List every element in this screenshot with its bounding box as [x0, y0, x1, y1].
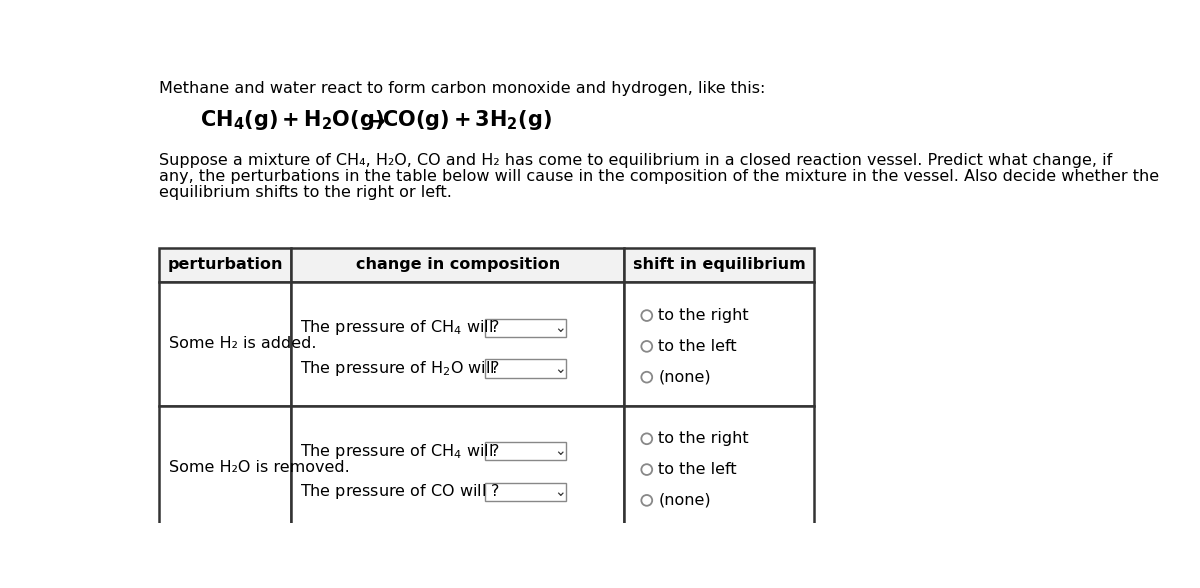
- Text: Some H₂O is removed.: Some H₂O is removed.: [168, 460, 349, 475]
- Text: $\mathbf{CH_4(g)+H_2O(g)}$: $\mathbf{CH_4(g)+H_2O(g)}$: [200, 108, 384, 132]
- Bar: [485, 483, 566, 501]
- Bar: [485, 359, 566, 377]
- Text: ?: ?: [491, 361, 499, 376]
- Bar: [160, 282, 292, 406]
- Text: ?: ?: [491, 443, 499, 459]
- Text: ?: ?: [491, 320, 499, 335]
- Text: change in composition: change in composition: [355, 258, 559, 272]
- Text: $\mathbf{CO(g)+3H_2(g)}$: $\mathbf{CO(g)+3H_2(g)}$: [383, 108, 552, 132]
- Text: shift in equilibrium: shift in equilibrium: [632, 258, 805, 272]
- Bar: [624, 282, 814, 406]
- Bar: [624, 406, 814, 529]
- Text: $\mathbf{\rightarrow}$: $\mathbf{\rightarrow}$: [364, 110, 385, 130]
- Text: ⌄: ⌄: [553, 321, 565, 335]
- Text: ⌄: ⌄: [553, 444, 565, 458]
- Text: to the right: to the right: [659, 431, 749, 446]
- Text: Methane and water react to form carbon monoxide and hydrogen, like this:: Methane and water react to form carbon m…: [160, 81, 766, 96]
- Text: ⌄: ⌄: [553, 362, 565, 376]
- Text: to the left: to the left: [659, 339, 737, 354]
- Text: The pressure of $\mathregular{CO}$ will: The pressure of $\mathregular{CO}$ will: [300, 482, 486, 501]
- Text: The pressure of $\mathregular{CH_4}$ will: The pressure of $\mathregular{CH_4}$ wil…: [300, 318, 493, 338]
- Text: The pressure of $\mathregular{CH_4}$ will: The pressure of $\mathregular{CH_4}$ wil…: [300, 442, 493, 460]
- Bar: [160, 406, 292, 529]
- Text: (none): (none): [659, 370, 712, 385]
- Text: to the left: to the left: [659, 462, 737, 477]
- Text: to the right: to the right: [659, 308, 749, 323]
- Bar: [160, 248, 292, 282]
- Bar: [485, 319, 566, 337]
- Bar: [292, 248, 624, 282]
- Bar: [292, 282, 624, 406]
- Text: perturbation: perturbation: [168, 258, 283, 272]
- Bar: [485, 442, 566, 460]
- Bar: [624, 248, 814, 282]
- Bar: [292, 406, 624, 529]
- Text: (none): (none): [659, 493, 712, 508]
- Text: Some H₂ is added.: Some H₂ is added.: [168, 336, 316, 352]
- Text: ⌄: ⌄: [553, 485, 565, 499]
- Text: ?: ?: [491, 485, 499, 499]
- Text: Suppose a mixture of CH₄, H₂O, CO and H₂ has come to equilibrium in a closed rea: Suppose a mixture of CH₄, H₂O, CO and H₂…: [160, 153, 1112, 168]
- Text: any, the perturbations in the table below will cause in the composition of the m: any, the perturbations in the table belo…: [160, 169, 1159, 184]
- Text: The pressure of $\mathregular{H_2O}$ will: The pressure of $\mathregular{H_2O}$ wil…: [300, 359, 496, 378]
- Text: equilibrium shifts to the right or left.: equilibrium shifts to the right or left.: [160, 185, 452, 201]
